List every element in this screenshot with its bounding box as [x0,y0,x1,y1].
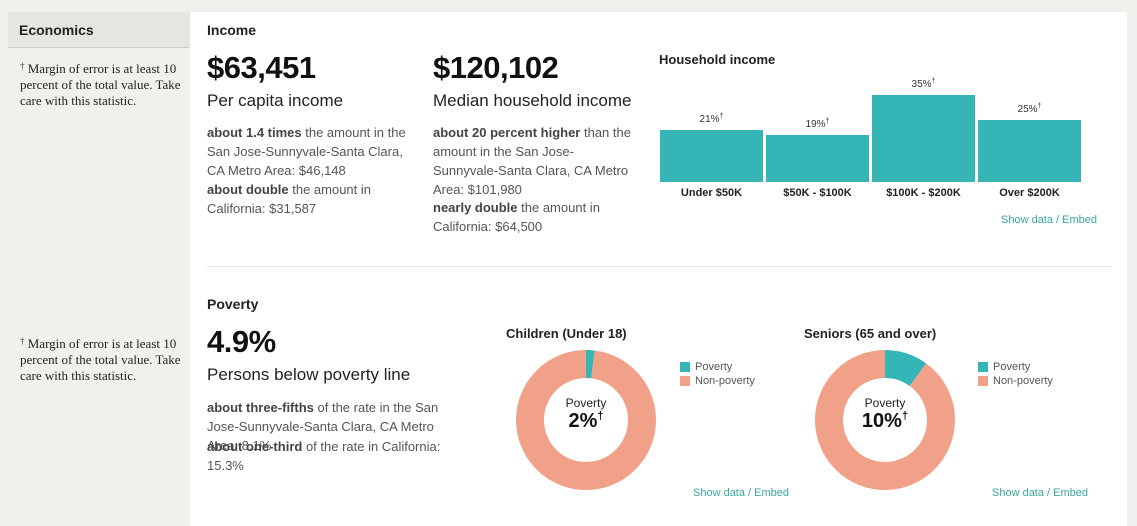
bar-value-label: 19%† [805,117,830,130]
donut-center-value: 10%† [861,410,909,432]
poverty-comparison-metro: about three-fifths of the rate in the Sa… [207,400,439,453]
bar[interactable] [766,134,869,182]
note-text: Margin of error is at least 10 percent o… [20,336,181,383]
seniors-show-data-embed-link[interactable]: Show data / Embed [992,487,1089,499]
main-panel: Income $63,451 Per capita income about 1… [190,12,1127,526]
seniors-chart-title: Seniors (65 and over) [804,326,937,341]
per-capita-comparison-state: about double the amount in California: $… [207,182,371,216]
donut-center-label: Poverty [565,396,607,410]
income-title: Income [207,22,257,38]
donut-center-value: 2%† [568,410,604,432]
legend-item-poverty: Poverty [680,360,755,374]
margin-of-error-note: † Margin of error is at least 10 percent… [20,333,185,384]
median-comparison-state: nearly double the amount in California: … [433,200,600,234]
bar-value-label: 35%† [911,78,936,90]
section-heading: Economics [8,12,190,48]
seniors-donut-center: Poverty 10%† [815,396,955,433]
income-show-data-embed-link[interactable]: Show data / Embed [1001,214,1098,226]
poverty-rate-value: 4.9% [207,324,276,359]
per-capita-label: Per capita income [207,91,344,110]
poverty-rate-label: Persons below poverty line [207,365,411,384]
legend-item-non-poverty: Non-poverty [680,374,755,388]
children-show-data-embed-link[interactable]: Show data / Embed [693,487,790,499]
bar-value-label: 21%† [699,112,724,125]
seniors-poverty-donut [815,350,955,490]
children-legend: Poverty Non-poverty [680,360,755,388]
bar-category-label: Under $50K [680,187,743,199]
bar[interactable] [978,119,1081,182]
legend-swatch [978,376,988,386]
children-poverty-donut [516,350,656,490]
poverty-title: Poverty [207,296,259,312]
children-donut-center: Poverty 2%† [516,396,656,433]
seniors-legend: Poverty Non-poverty [978,360,1053,388]
children-chart-title: Children (Under 18) [506,326,627,341]
legend-item-non-poverty: Non-poverty [978,374,1053,388]
sidebar: Economics † Margin of error is at least … [0,0,190,526]
poverty-comparison-state: about one-third of the rate in Californi… [207,439,441,473]
median-income-label: Median household income [433,91,632,110]
dagger-mark: † [20,336,25,346]
legend-swatch [680,376,690,386]
legend-item-poverty: Poverty [978,360,1053,374]
bar[interactable] [660,129,763,182]
donut-center-label: Poverty [864,396,906,410]
bar-category-label: $100K - $200K [886,187,961,199]
per-capita-comparison-metro: about 1.4 times the amount in the San Jo… [207,125,406,178]
legend-swatch [680,362,690,372]
donut-slice-non-poverty[interactable] [815,350,955,490]
bar-category-label: $50K - $100K [783,187,852,199]
bar-category-label: Over $200K [999,187,1060,199]
household-income-chart: 21%† Under $50K 19%† $50K - $100K 35%† $100K … [660,72,1100,212]
note-text: Margin of error is at least 10 percent o… [20,61,181,108]
donut-slice-non-poverty[interactable] [516,350,656,490]
margin-of-error-note: † Margin of error is at least 10 percent… [20,58,185,109]
bar[interactable] [872,95,975,182]
median-comparison-metro: about 20 percent higher than the amount … [433,125,631,197]
household-income-chart-title: Household income [659,52,776,67]
legend-swatch [978,362,988,372]
bar-value-label: 25%† [1017,102,1042,115]
dagger-mark: † [20,61,25,71]
per-capita-value: $63,451 [207,50,316,85]
section-divider [206,266,1111,267]
median-income-value: $120,102 [433,50,559,85]
